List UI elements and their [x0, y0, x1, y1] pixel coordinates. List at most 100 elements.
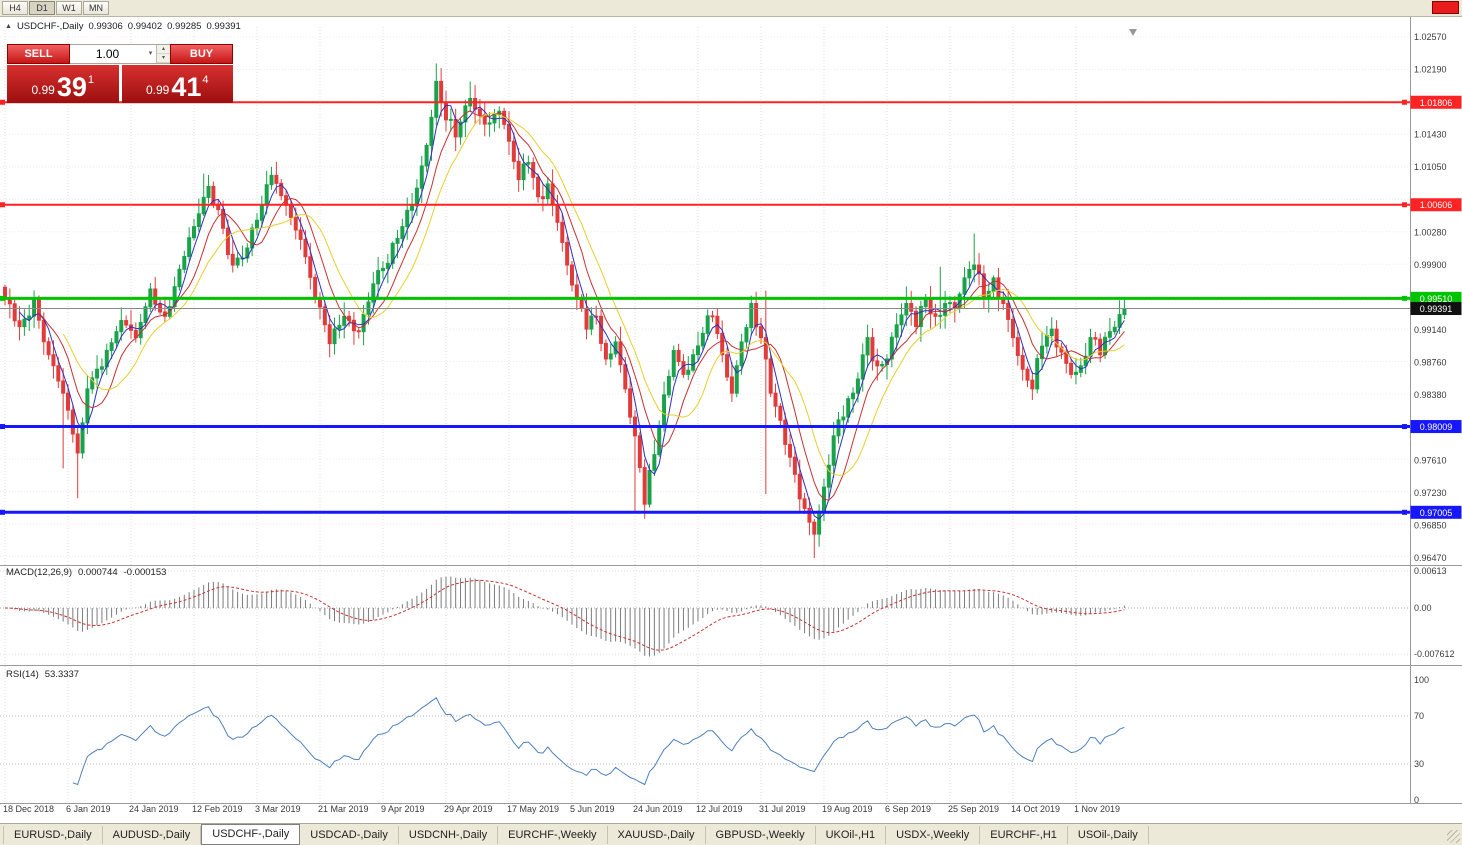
rsi-axis-label: 100	[1414, 675, 1429, 685]
chart-tab-usdx-weekly[interactable]: USDX-,Weekly	[886, 825, 981, 844]
chart-tab-eurchf-weekly[interactable]: EURCHF-,Weekly	[498, 825, 608, 844]
date-label: 29 Apr 2019	[444, 804, 493, 814]
date-label: 25 Sep 2019	[948, 804, 999, 814]
chart-tab-eurusd-daily[interactable]: EURUSD-,Daily	[3, 825, 103, 844]
line-handle-right[interactable]	[1402, 509, 1407, 515]
line-handle-left[interactable]	[0, 202, 5, 208]
chart-header: ▲ USDCHF-,Daily 0.99306 0.99402 0.99285 …	[5, 21, 241, 32]
macd-title: MACD(12,26,9)	[6, 567, 72, 578]
current-price-line	[0, 29, 1410, 310]
price-tick-label: 0.98760	[1414, 357, 1447, 367]
svg-text:0.98009: 0.98009	[1420, 422, 1453, 432]
rsi-line	[72, 697, 1125, 786]
chart-tab-usoil-daily[interactable]: USOil-,Daily	[1068, 825, 1149, 844]
ma-line-8	[38, 110, 1125, 501]
horizontal-line-0.99510[interactable]	[0, 295, 1410, 301]
date-label: 18 Dec 2018	[3, 804, 54, 814]
chart-collapse-icon[interactable]: ▲	[5, 23, 12, 30]
buy-button[interactable]: BUY	[170, 44, 233, 64]
buy-price-big: 41	[171, 72, 202, 102]
buy-price-prefix: 0.99	[145, 83, 170, 97]
macd-panel-plot	[0, 570, 1410, 657]
rsi-axis-label: 30	[1414, 759, 1424, 769]
timeframe-button-w1[interactable]: W1	[56, 1, 82, 15]
rsi-value: 53.3337	[44, 669, 80, 680]
chart-tab-bar: EURUSD-,Daily AUDUSD-,Daily USDCHF-,Daily U…	[0, 823, 1462, 845]
ma-line-4	[19, 104, 1125, 520]
chart-shift-marker-icon[interactable]	[1129, 29, 1137, 36]
price-tick-label: 0.99900	[1414, 260, 1447, 270]
sell-price-display[interactable]: 0.99 39 1	[7, 65, 119, 103]
line-handle-left[interactable]	[0, 99, 5, 105]
price-label-0.99510: 0.99510	[1410, 291, 1462, 305]
volume-dropdown-icon[interactable]: ▾	[148, 50, 153, 57]
date-label: 9 Apr 2019	[381, 804, 425, 814]
volume-control[interactable]: 1.00 ▾ ▴ ▾	[70, 44, 170, 64]
buy-price-sup: 4	[202, 74, 209, 86]
chart-tab-ukoil-h1[interactable]: UKOil-,H1	[816, 825, 887, 844]
timeframe-button-d1[interactable]: D1	[29, 1, 55, 15]
horizontal-line-1.00606[interactable]	[0, 202, 1410, 208]
price-tick-label: 1.01050	[1414, 162, 1447, 172]
price-label-0.97005: 0.97005	[1410, 505, 1462, 519]
toolbar-alert-indicator[interactable]	[1432, 1, 1459, 14]
volume-decrease-button[interactable]: ▾	[157, 54, 170, 63]
line-handle-left[interactable]	[0, 509, 5, 515]
chart-tab-eurchf-h1[interactable]: EURCHF-,H1	[980, 825, 1068, 844]
date-label: 12 Feb 2019	[192, 804, 243, 814]
timeframe-button-mn[interactable]: MN	[83, 1, 109, 15]
date-label: 24 Jan 2019	[129, 804, 179, 814]
chart-tab-audusd-daily[interactable]: AUDUSD-,Daily	[103, 825, 202, 844]
line-handle-left[interactable]	[0, 295, 5, 301]
timeframe-button-h4[interactable]: H4	[2, 1, 28, 15]
date-label: 3 Mar 2019	[255, 804, 301, 814]
price-label-1.01806: 1.01806	[1410, 95, 1462, 109]
rsi-axis-label: 0	[1414, 795, 1419, 805]
line-handle-right[interactable]	[1402, 295, 1407, 301]
rsi-panel-plot	[0, 697, 1410, 786]
price-tick-label: 0.96470	[1414, 553, 1447, 563]
candlestick-series	[3, 63, 1127, 558]
chart-tab-usdcad-daily[interactable]: USDCAD-,Daily	[300, 825, 399, 844]
price-chart-canvas: 0.00613 0.00 -0.007612 100 70 30 0 1.02570 1.021…	[0, 17, 1462, 814]
rsi-panel-label: RSI(14) 53.3337	[6, 669, 79, 680]
svg-text:0.97005: 0.97005	[1420, 508, 1453, 518]
horizontal-line-0.98009[interactable]	[0, 424, 1410, 430]
horizontal-line-1.01806[interactable]	[0, 99, 1410, 105]
one-click-trading-panel: SELL 1.00 ▾ ▴ ▾ BUY 0.99 39 1 0.99 41 4	[7, 44, 233, 103]
svg-text:1.01806: 1.01806	[1420, 98, 1453, 108]
date-label: 17 May 2019	[507, 804, 559, 814]
line-handle-right[interactable]	[1402, 202, 1407, 208]
line-handle-right[interactable]	[1402, 99, 1407, 105]
svg-text:1.00606: 1.00606	[1420, 200, 1453, 210]
date-label: 24 Jun 2019	[633, 804, 683, 814]
chart-tab-usdcnh-daily[interactable]: USDCNH-,Daily	[399, 825, 499, 844]
moving-averages	[19, 104, 1125, 520]
chart-tab-xauusd-daily[interactable]: XAUUSD-,Daily	[608, 825, 706, 844]
chart-low-value: 0.99285	[167, 21, 202, 32]
chart-tab-usdchf-daily[interactable]: USDCHF-,Daily	[201, 824, 301, 845]
horizontal-line-0.97005[interactable]	[0, 509, 1410, 515]
chart-tab-gbpusd-weekly[interactable]: GBPUSD-,Weekly	[706, 825, 816, 844]
current-price-label: 0.99391	[1410, 302, 1462, 316]
horizontal-lines	[0, 99, 1410, 515]
resize-grip[interactable]	[1447, 830, 1460, 843]
timeframe-toolbar-buttons: H4 D1 W1 MN	[2, 1, 110, 15]
line-handle-left[interactable]	[0, 424, 5, 430]
volume-increase-button[interactable]: ▴	[157, 45, 170, 54]
line-handle-right[interactable]	[1402, 424, 1407, 430]
price-tick-label: 1.01430	[1414, 129, 1447, 139]
date-label: 5 Jun 2019	[570, 804, 615, 814]
ma-line-13	[62, 112, 1125, 476]
volume-input[interactable]: 1.00	[95, 47, 120, 61]
date-label: 31 Jul 2019	[759, 804, 806, 814]
rsi-axis-label: 70	[1414, 711, 1424, 721]
buy-price-display[interactable]: 0.99 41 4	[121, 65, 233, 103]
chart-high-value: 0.99402	[127, 21, 163, 32]
sell-button[interactable]: SELL	[7, 44, 70, 64]
date-label: 6 Sep 2019	[885, 804, 931, 814]
timeframe-toolbar: H4 D1 W1 MN	[0, 0, 1462, 17]
macd-axis-label: -0.007612	[1414, 649, 1455, 659]
price-tick-label: 0.97610	[1414, 456, 1447, 466]
price-label-1.00606: 1.00606	[1410, 198, 1462, 212]
